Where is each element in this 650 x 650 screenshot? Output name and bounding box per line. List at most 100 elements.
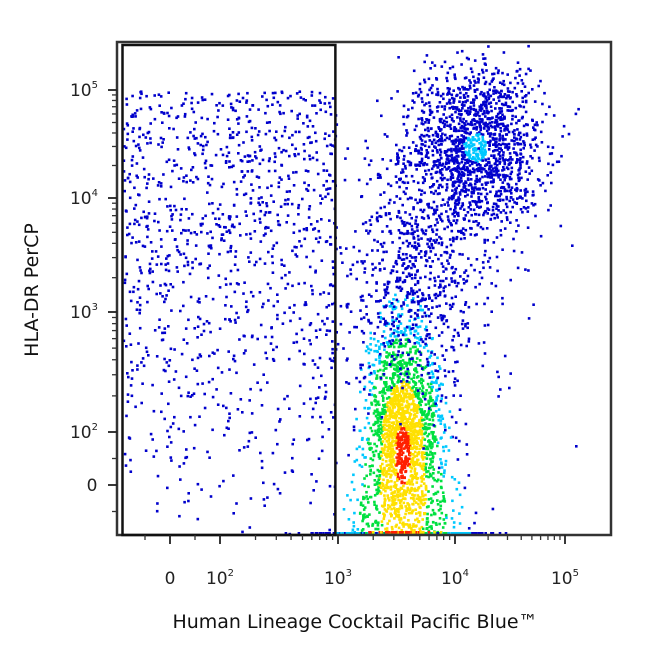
event-dot: [494, 166, 497, 169]
event-dot: [406, 370, 410, 373]
event-dot: [479, 532, 482, 535]
event-dot: [468, 532, 472, 535]
event-dot: [393, 335, 397, 338]
event-dot: [499, 118, 502, 121]
event-dot: [388, 423, 391, 427]
event-dot: [404, 395, 407, 398]
event-dot: [456, 116, 459, 119]
event-dot: [424, 493, 427, 497]
event-dot: [367, 320, 371, 323]
event-dot: [489, 105, 493, 108]
event-dot: [458, 252, 461, 256]
event-dot: [455, 202, 458, 206]
event-dot: [534, 143, 538, 147]
event-dot: [377, 300, 381, 303]
event-dot: [442, 445, 445, 449]
event-dot: [450, 197, 454, 201]
event-dot: [378, 345, 381, 349]
event-dot: [149, 107, 153, 111]
event-dot: [428, 396, 432, 400]
event-dot: [429, 457, 432, 461]
event-dot: [443, 423, 446, 427]
event-dot: [449, 243, 453, 247]
event-dot: [444, 285, 447, 288]
event-dot: [507, 146, 511, 149]
event-dot: [398, 420, 401, 424]
event-dot: [508, 105, 512, 109]
event-dot: [394, 432, 398, 435]
event-dot: [514, 188, 517, 191]
event-dot: [402, 258, 406, 261]
event-dot: [391, 498, 394, 501]
event-dot: [398, 455, 401, 458]
event-dot: [381, 447, 384, 451]
event-dot: [191, 266, 194, 270]
event-dot: [404, 458, 407, 461]
event-dot: [427, 118, 431, 122]
event-dot: [367, 232, 370, 235]
event-dot: [443, 250, 446, 254]
event-dot: [389, 485, 393, 489]
event-dot: [524, 268, 527, 271]
event-dot: [374, 519, 378, 523]
event-dot: [392, 467, 396, 471]
event-dot: [491, 185, 495, 189]
event-dot: [377, 485, 380, 489]
event-dot: [423, 177, 426, 181]
event-dot: [394, 175, 398, 178]
event-dot: [408, 361, 411, 364]
event-dot: [477, 195, 481, 199]
event-dot: [376, 410, 380, 414]
event-dot: [477, 192, 480, 195]
event-dot: [416, 325, 420, 329]
event-dot: [397, 56, 400, 59]
event-dot: [392, 375, 395, 378]
event-dot: [520, 79, 524, 82]
event-dot: [449, 307, 452, 311]
event-dot: [436, 441, 440, 445]
event-dot: [466, 109, 469, 113]
event-dot: [424, 415, 427, 418]
event-dot: [423, 456, 426, 459]
event-dot: [407, 478, 411, 482]
event-dot: [433, 362, 437, 365]
event-dot: [361, 299, 365, 302]
event-dot: [409, 357, 412, 361]
event-dot: [500, 89, 503, 93]
event-dot: [377, 172, 380, 176]
event-dot: [502, 209, 505, 212]
event-dot: [488, 121, 492, 125]
event-dot: [486, 296, 490, 300]
event-dot: [352, 488, 356, 491]
event-dot: [397, 409, 400, 413]
event-dot: [413, 300, 416, 304]
event-dot: [459, 119, 462, 122]
event-dot: [384, 293, 387, 297]
event-dot: [452, 335, 456, 338]
event-dot: [436, 133, 440, 137]
event-dot: [373, 479, 377, 482]
event-dot: [154, 250, 158, 253]
event-dot: [499, 178, 502, 181]
event-dot: [480, 153, 484, 157]
event-dot: [492, 89, 495, 93]
event-dot: [361, 436, 364, 440]
event-dot: [394, 473, 397, 477]
event-dot: [410, 408, 413, 412]
event-dot: [448, 98, 451, 102]
event-dot: [414, 317, 417, 321]
event-dot: [473, 200, 477, 203]
event-dot: [404, 361, 408, 365]
event-dot: [441, 219, 444, 223]
event-dot: [387, 433, 391, 436]
event-dot: [406, 405, 410, 409]
event-dot: [456, 360, 459, 364]
event-dot: [421, 458, 425, 461]
event-dot: [470, 192, 474, 195]
event-dot: [439, 504, 443, 508]
event-dot: [386, 522, 389, 525]
event-dot: [495, 204, 499, 208]
event-dot: [501, 296, 504, 300]
event-dot: [394, 402, 398, 405]
event-dot: [443, 165, 446, 169]
